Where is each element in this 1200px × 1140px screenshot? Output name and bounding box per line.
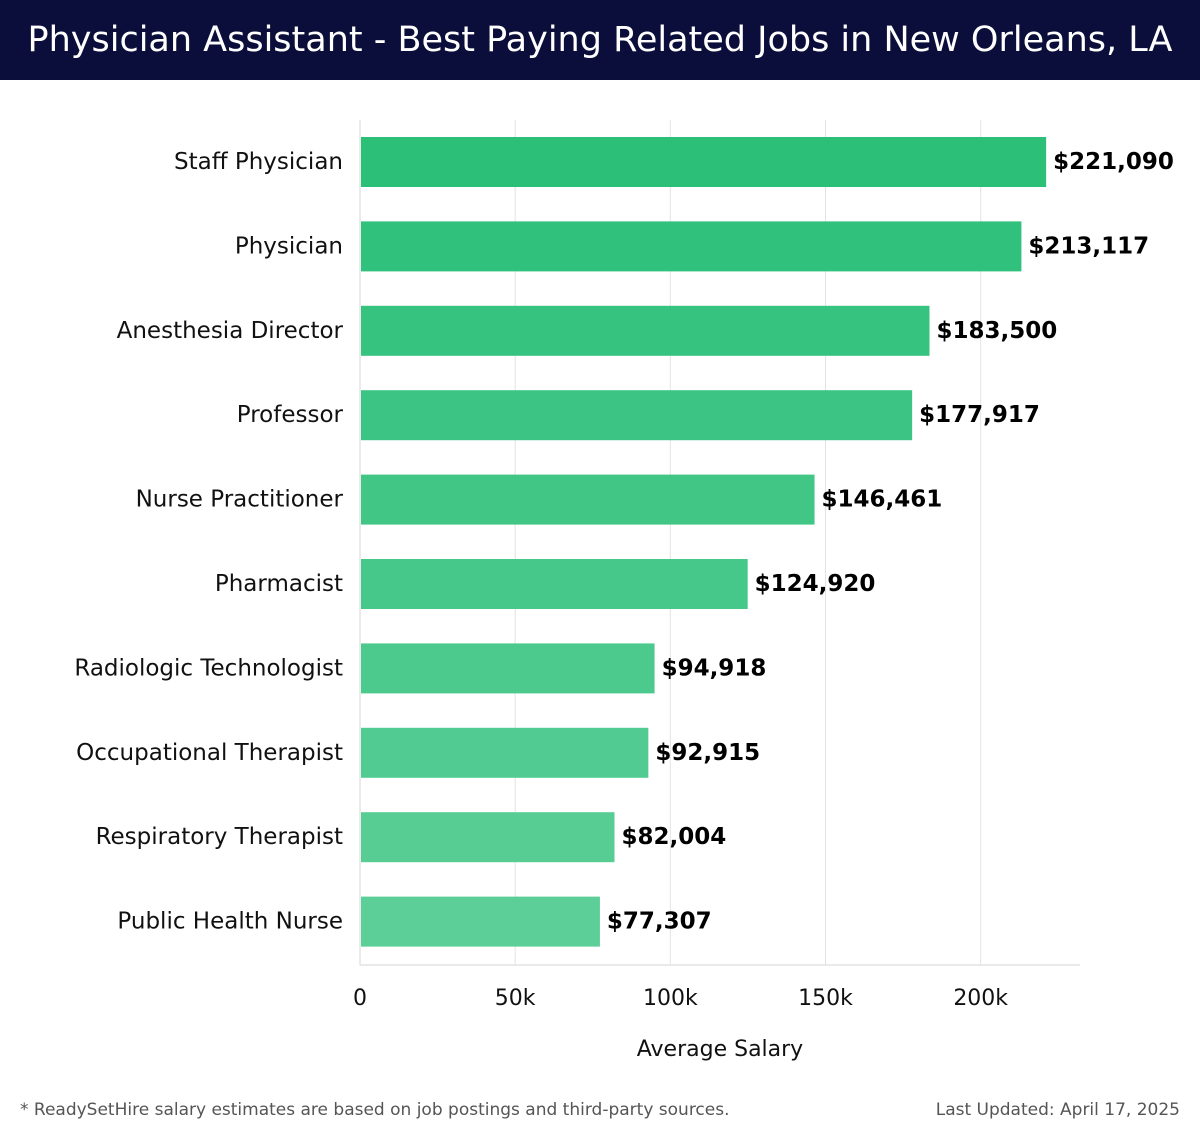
value-label: $183,500 [936,318,1057,344]
bar-4 [361,474,815,525]
bar-3 [361,390,913,441]
value-label: $146,461 [822,487,943,513]
category-label: Physician [235,233,343,259]
x-axis-title: Average Salary [637,1037,803,1062]
category-label: Pharmacist [215,571,343,597]
bar-1 [361,221,1022,272]
bar-chart: Staff Physician $221,090 Physician $213,117… [74,120,1174,1062]
value-label: $213,117 [1028,233,1149,259]
bar-8 [361,812,615,863]
category-label: Occupational Therapist [76,740,343,766]
footer-note: * ReadySetHire salary estimates are base… [20,1100,730,1120]
category-label: Anesthesia Director [117,318,344,344]
category-label: Professor [237,402,344,428]
category-label: Staff Physician [174,149,343,175]
category-label: Public Health Nurse [117,909,343,935]
bar-0 [361,137,1047,187]
category-label: Radiologic Technologist [74,655,343,681]
chart-title: Physician Assistant - Best Paying Relate… [27,20,1173,60]
bar-9 [361,896,600,947]
value-label: $94,918 [662,655,767,681]
value-label: $221,090 [1053,149,1174,175]
last-updated: Last Updated: April 17, 2025 [935,1100,1180,1120]
value-label: $82,004 [621,824,726,850]
chart-header: Physician Assistant - Best Paying Relate… [0,0,1200,80]
bar-7 [361,727,649,778]
x-tick-label: 200k [953,986,1008,1011]
x-tick-label: 100k [643,986,698,1011]
category-label: Nurse Practitioner [136,487,344,513]
value-label: $92,915 [655,740,760,766]
value-label: $77,307 [607,909,712,935]
value-label: $177,917 [919,402,1040,428]
x-tick-label: 150k [798,986,853,1011]
value-label: $124,920 [755,571,876,597]
x-tick-label: 50k [495,986,536,1011]
bar-6 [361,643,655,694]
x-tick-label: 0 [353,986,367,1011]
category-label: Respiratory Therapist [96,824,343,850]
bar-5 [361,559,748,609]
bar-2 [361,305,930,356]
